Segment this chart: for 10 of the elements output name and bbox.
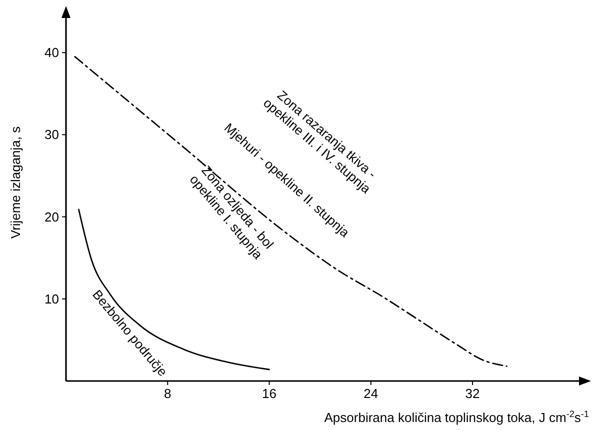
x-tick-label: 32 [465,386,480,401]
x-tick-label: 8 [164,386,172,401]
y-tick-label: 10 [44,291,59,306]
x-tick-label: 16 [262,386,276,401]
y-tick-label: 20 [44,209,59,224]
y-axis-title: Vrijeme izlaganja, s [8,126,23,239]
y-tick-label: 30 [44,127,59,142]
x-axis-title: Apsorbirana količina toplinskog toka, J cm$^{-2}$s$^{-1}$ [324,409,589,425]
x-tick-label: 24 [364,386,378,401]
y-tick-label: 40 [44,45,59,60]
